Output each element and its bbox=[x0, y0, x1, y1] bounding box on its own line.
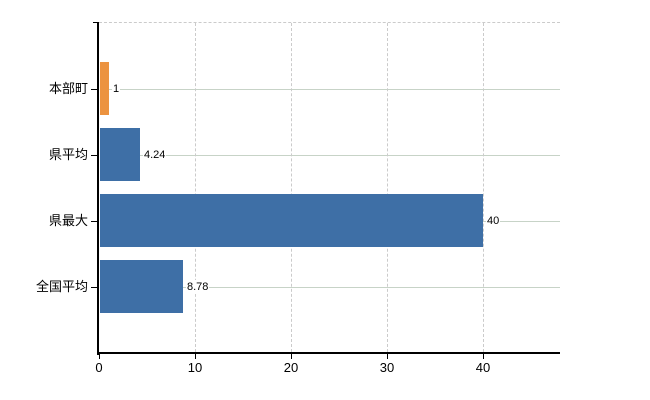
x-tick bbox=[483, 354, 484, 359]
value-label: 40 bbox=[486, 214, 501, 228]
y-axis bbox=[97, 22, 99, 355]
vertical-gridline bbox=[387, 23, 388, 352]
plot-top-border bbox=[99, 22, 560, 23]
x-tick bbox=[99, 354, 100, 359]
bar-県平均 bbox=[100, 128, 140, 181]
horizontal-gridline bbox=[100, 89, 560, 90]
x-tick-label: 40 bbox=[475, 360, 491, 375]
x-tick-label: 30 bbox=[379, 360, 395, 375]
bar-全国平均 bbox=[100, 260, 183, 313]
value-label: 1 bbox=[112, 82, 121, 96]
bar-本部町 bbox=[100, 62, 109, 115]
x-tick bbox=[387, 354, 388, 359]
x-tick-label: 0 bbox=[95, 360, 103, 375]
x-tick bbox=[291, 354, 292, 359]
vertical-gridline bbox=[483, 23, 484, 352]
vertical-gridline bbox=[291, 23, 292, 352]
y-axis-top-tick bbox=[93, 22, 98, 23]
value-label: 8.78 bbox=[186, 280, 210, 294]
value-label: 4.24 bbox=[143, 148, 167, 162]
x-axis bbox=[97, 352, 560, 354]
horizontal-gridline bbox=[100, 287, 560, 288]
x-tick-label: 20 bbox=[283, 360, 299, 375]
category-label-全国平均: 全国平均 bbox=[35, 279, 88, 294]
bar-県最大 bbox=[100, 194, 483, 247]
category-tick bbox=[91, 155, 97, 156]
vertical-gridline bbox=[195, 23, 196, 352]
category-tick bbox=[91, 287, 97, 288]
category-label-県平均: 県平均 bbox=[48, 147, 88, 162]
x-tick bbox=[195, 354, 196, 359]
category-label-県最大: 県最大 bbox=[48, 213, 88, 228]
category-tick bbox=[91, 89, 97, 90]
horizontal-gridline bbox=[100, 155, 560, 156]
category-label-本部町: 本部町 bbox=[48, 81, 88, 96]
x-tick-label: 10 bbox=[187, 360, 203, 375]
category-tick bbox=[91, 221, 97, 222]
